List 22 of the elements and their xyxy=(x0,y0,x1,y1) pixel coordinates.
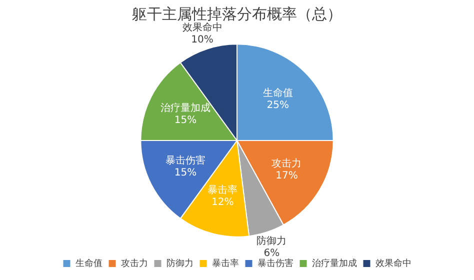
slice-label: 暴击伤害 xyxy=(166,154,206,166)
chart-title: 躯干主属性掉落分布概率（总） xyxy=(132,4,342,23)
slice-label: 攻击力 xyxy=(272,158,302,170)
legend-label: 生命值 xyxy=(75,258,102,269)
legend-label: 防御力 xyxy=(166,258,194,269)
data-label: 17% xyxy=(276,170,298,182)
legend-label: 暴击率 xyxy=(212,258,239,269)
data-label: 10% xyxy=(191,34,214,46)
slice-label: 效果命中 xyxy=(182,21,222,34)
legend-label: 效果命中 xyxy=(375,258,412,269)
slice-label: 防御力 xyxy=(256,234,287,247)
legend-label: 暴击伤害 xyxy=(257,258,294,269)
slice-label: 治疗量加成 xyxy=(160,102,211,114)
data-label: 6% xyxy=(264,248,280,259)
data-label: 15% xyxy=(174,167,197,178)
slice-label: 暴击率 xyxy=(208,184,238,196)
data-label: 15% xyxy=(174,114,197,126)
data-label: 12% xyxy=(212,197,234,208)
data-label: 25% xyxy=(266,100,289,112)
legend-label: 攻击力 xyxy=(120,258,148,269)
slice-label: 生命值 xyxy=(262,87,293,100)
legend-label: 治疗量加成 xyxy=(312,258,357,269)
